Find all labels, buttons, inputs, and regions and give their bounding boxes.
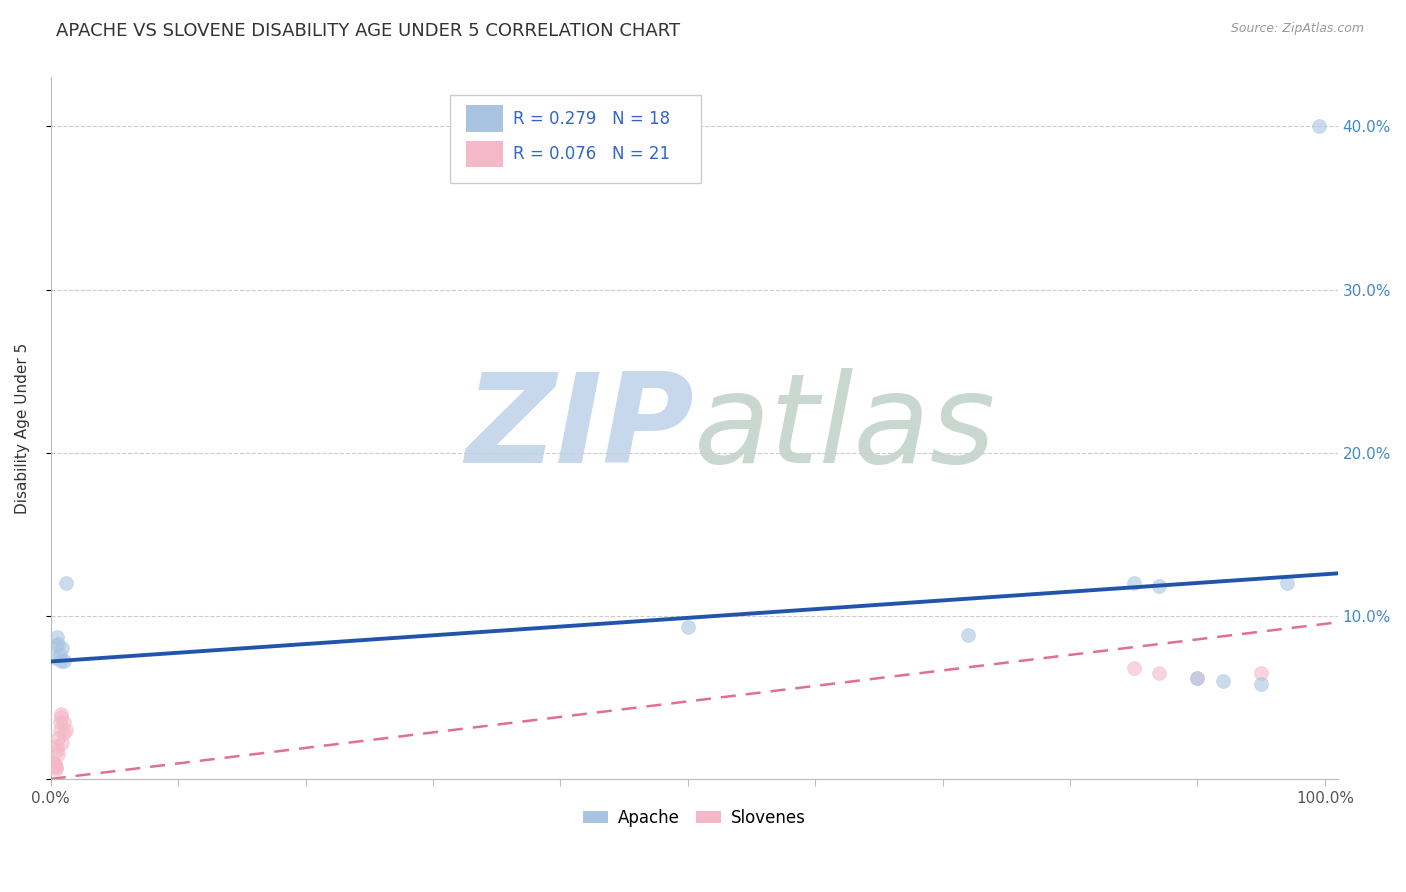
Point <box>48 714 70 729</box>
Point <box>1250 665 1272 680</box>
Point <box>48 731 70 746</box>
Point <box>45 762 67 776</box>
Point <box>51 736 73 750</box>
Point <box>46 630 69 644</box>
FancyBboxPatch shape <box>450 95 700 183</box>
Point <box>1149 579 1171 593</box>
Point <box>48 648 70 662</box>
Y-axis label: Disability Age Under 5: Disability Age Under 5 <box>15 343 30 514</box>
Point <box>44 759 66 773</box>
Point <box>1250 677 1272 691</box>
Point <box>49 706 72 721</box>
Point <box>46 742 69 756</box>
Point <box>48 723 70 737</box>
Point <box>48 636 70 650</box>
Point <box>1212 673 1234 688</box>
Point <box>52 726 75 740</box>
Point <box>1187 671 1209 685</box>
Point <box>957 628 980 642</box>
Point <box>51 641 73 656</box>
FancyBboxPatch shape <box>467 105 502 132</box>
Point <box>49 710 72 724</box>
Text: atlas: atlas <box>695 368 997 489</box>
Point <box>48 747 70 762</box>
Point <box>55 723 77 737</box>
Text: ZIP: ZIP <box>465 368 695 489</box>
Point <box>45 638 67 652</box>
Point <box>45 760 67 774</box>
Text: R = 0.279   N = 18: R = 0.279 N = 18 <box>513 110 669 128</box>
Point <box>44 651 66 665</box>
Point <box>1187 671 1209 685</box>
Point <box>46 739 69 754</box>
Point <box>676 620 699 634</box>
Text: Source: ZipAtlas.com: Source: ZipAtlas.com <box>1230 22 1364 36</box>
Point <box>55 576 77 591</box>
Text: R = 0.076   N = 21: R = 0.076 N = 21 <box>513 145 669 163</box>
Point <box>1122 661 1144 675</box>
Point <box>44 757 66 772</box>
Legend: Apache, Slovenes: Apache, Slovenes <box>576 803 813 834</box>
Point <box>42 756 65 770</box>
Point <box>1308 120 1330 134</box>
Point <box>1149 665 1171 680</box>
Point <box>1275 576 1298 591</box>
FancyBboxPatch shape <box>467 141 502 167</box>
Point <box>52 655 75 669</box>
Point <box>1122 576 1144 591</box>
Point <box>49 655 72 669</box>
Point <box>52 714 75 729</box>
Text: APACHE VS SLOVENE DISABILITY AGE UNDER 5 CORRELATION CHART: APACHE VS SLOVENE DISABILITY AGE UNDER 5… <box>56 22 681 40</box>
